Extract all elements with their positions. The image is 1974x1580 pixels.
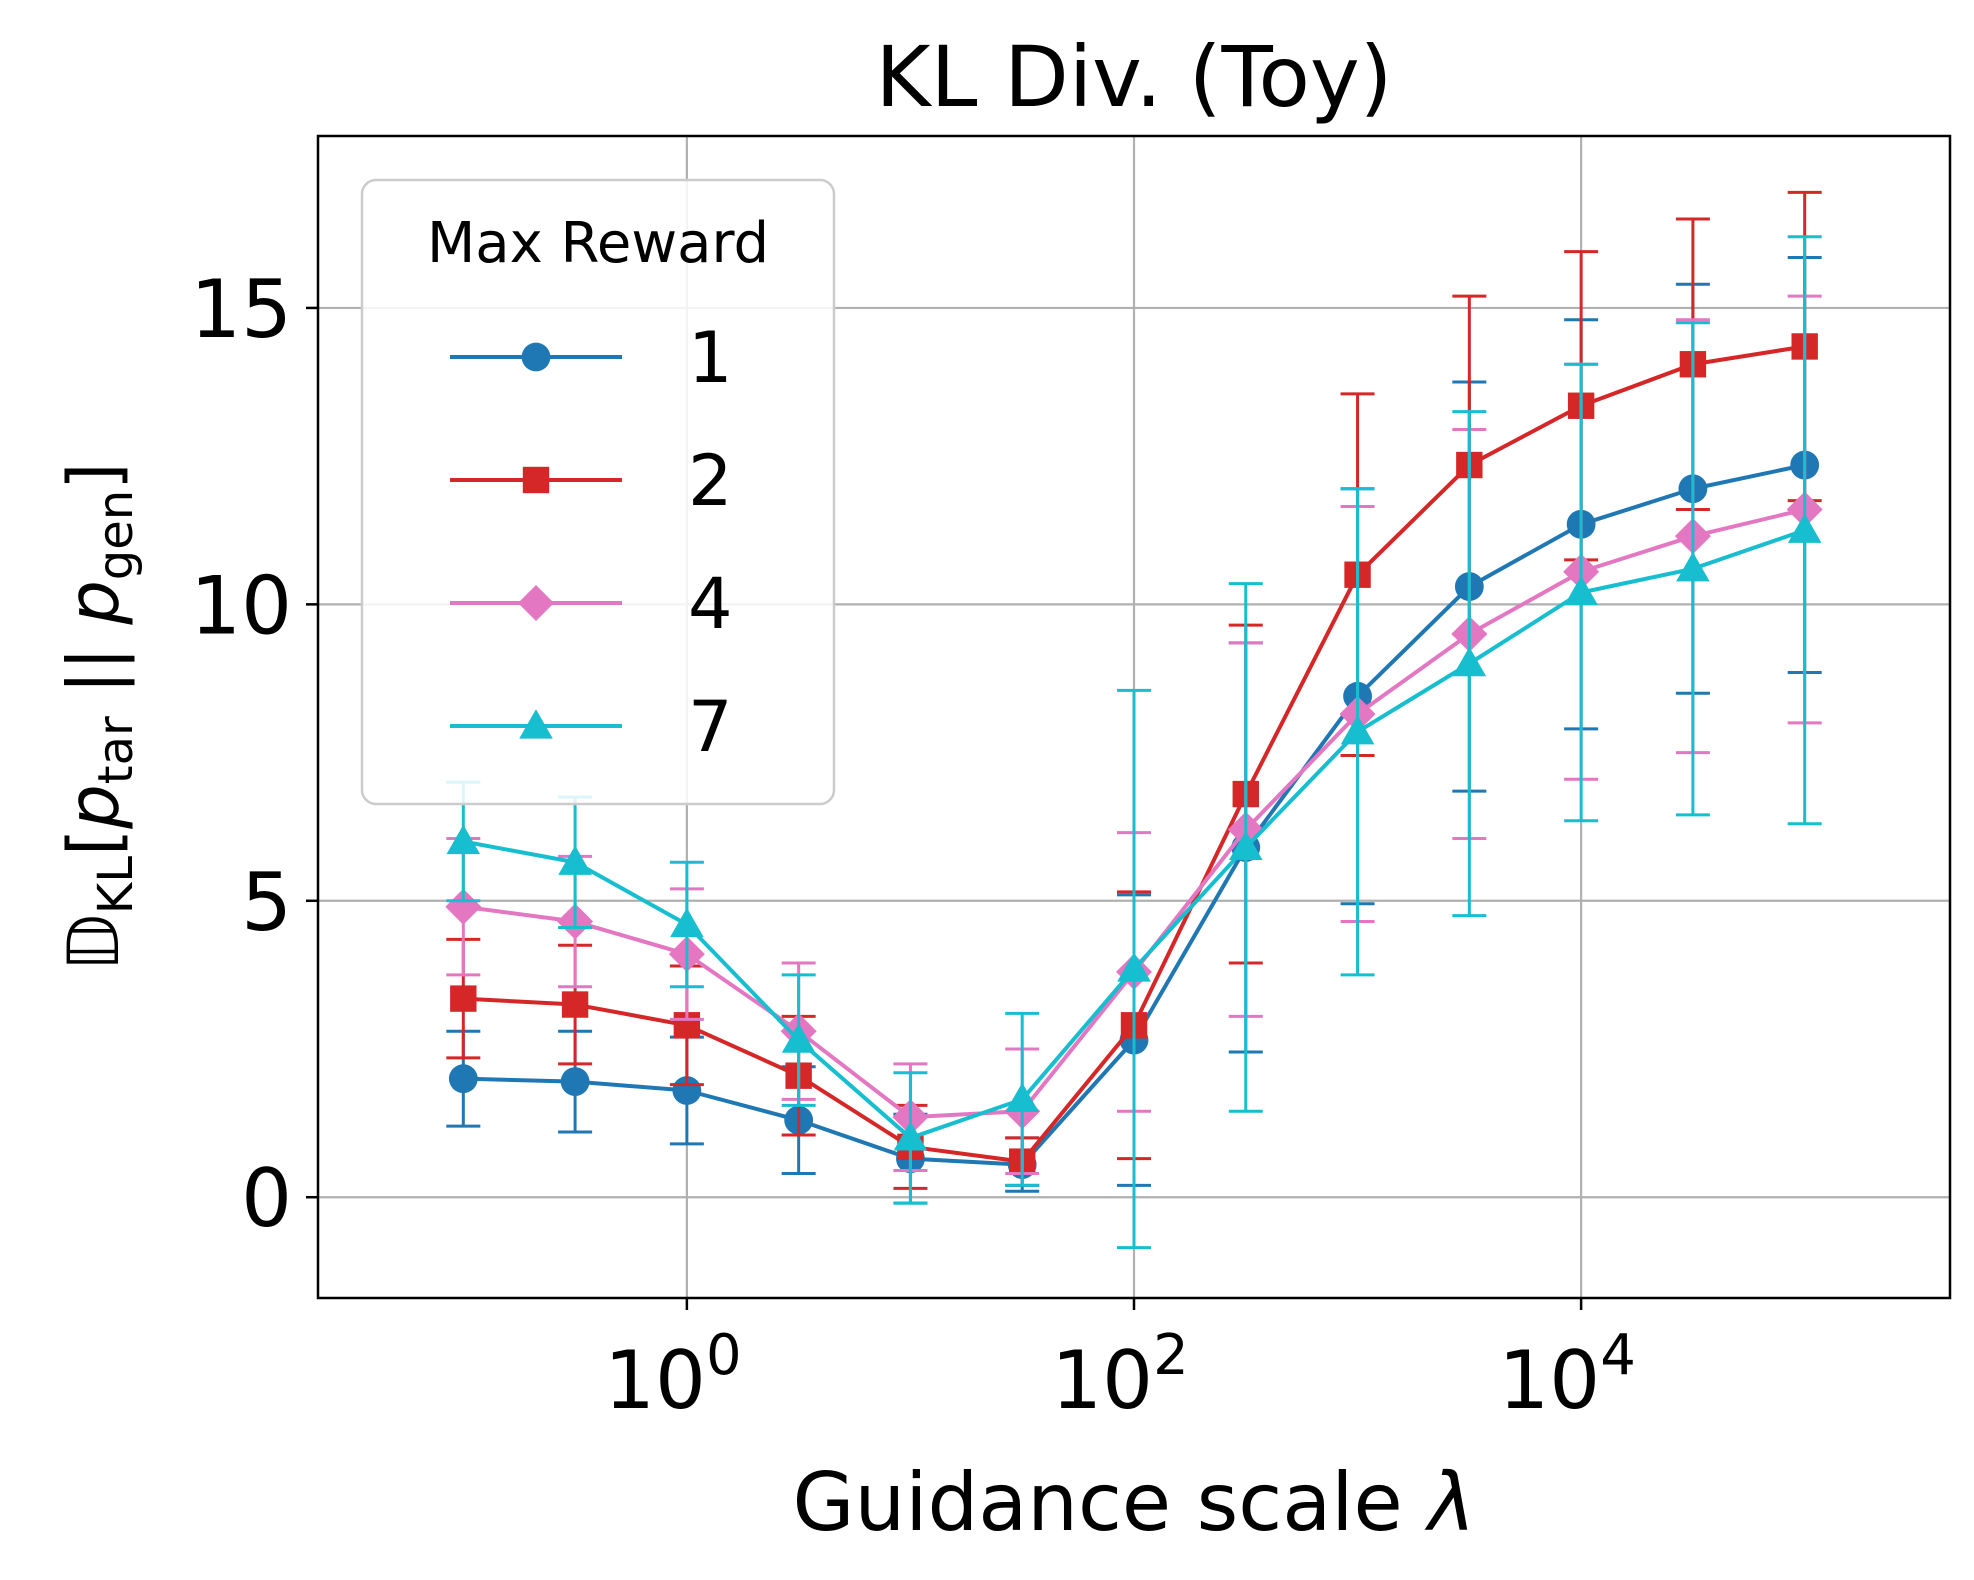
- legend-marker: [521, 342, 551, 372]
- legend: Max Reward 1 2 4 7: [360, 178, 836, 806]
- legend-entry-1: 1: [450, 317, 733, 399]
- legend-label: 4: [688, 563, 733, 645]
- plot-series: [445, 190, 1823, 1250]
- legend-marker: [519, 709, 553, 739]
- legend-marker: [522, 466, 550, 494]
- data-point: [445, 888, 482, 925]
- y-tick-label: 10: [190, 559, 292, 652]
- legend-label: 2: [688, 440, 733, 522]
- series-7: [446, 235, 1822, 1250]
- legend-title: Max Reward: [427, 211, 769, 276]
- data-point: [670, 907, 704, 938]
- legend-entries: 1 2 4 7: [450, 317, 733, 768]
- data-point: [1117, 952, 1151, 982]
- legend-entry-7: 7: [450, 686, 733, 768]
- data-point: [1228, 830, 1263, 861]
- legend-entry-2: 2: [450, 440, 733, 522]
- legend-entry-4: 4: [450, 563, 733, 645]
- data-point: [1676, 551, 1710, 582]
- data-point: [448, 1064, 478, 1094]
- data-point: [558, 845, 592, 875]
- data-point: [1564, 575, 1598, 606]
- y-axis-label: 𝔻KL[ptar || pgen]: [53, 462, 144, 971]
- data-point: [561, 991, 589, 1018]
- y-tick-label: 0: [241, 1152, 292, 1245]
- legend-marker: [518, 585, 554, 621]
- y-tick-label: 15: [190, 263, 292, 356]
- data-point: [781, 1023, 816, 1053]
- x-tick-label: 100: [604, 1323, 741, 1427]
- data-point: [560, 1067, 590, 1097]
- data-point: [1005, 1082, 1040, 1112]
- legend-box: [360, 178, 836, 806]
- chart-title: KL Div. (Toy): [876, 28, 1393, 126]
- y-tick-label: 5: [241, 856, 292, 949]
- axis-ticks: 100 102 104 0 5 10 15: [190, 263, 1636, 1427]
- data-point: [1787, 513, 1822, 543]
- data-point: [1340, 715, 1375, 745]
- legend-label: 7: [688, 686, 733, 768]
- data-point: [893, 1121, 928, 1151]
- data-point: [446, 824, 481, 855]
- x-axis-label: Guidance scale λ: [793, 1456, 1476, 1549]
- legend-label: 1: [688, 317, 733, 399]
- x-tick-label: 102: [1051, 1323, 1188, 1427]
- data-point: [1452, 646, 1487, 677]
- data-point: [450, 985, 477, 1012]
- x-tick-label: 104: [1498, 1323, 1635, 1427]
